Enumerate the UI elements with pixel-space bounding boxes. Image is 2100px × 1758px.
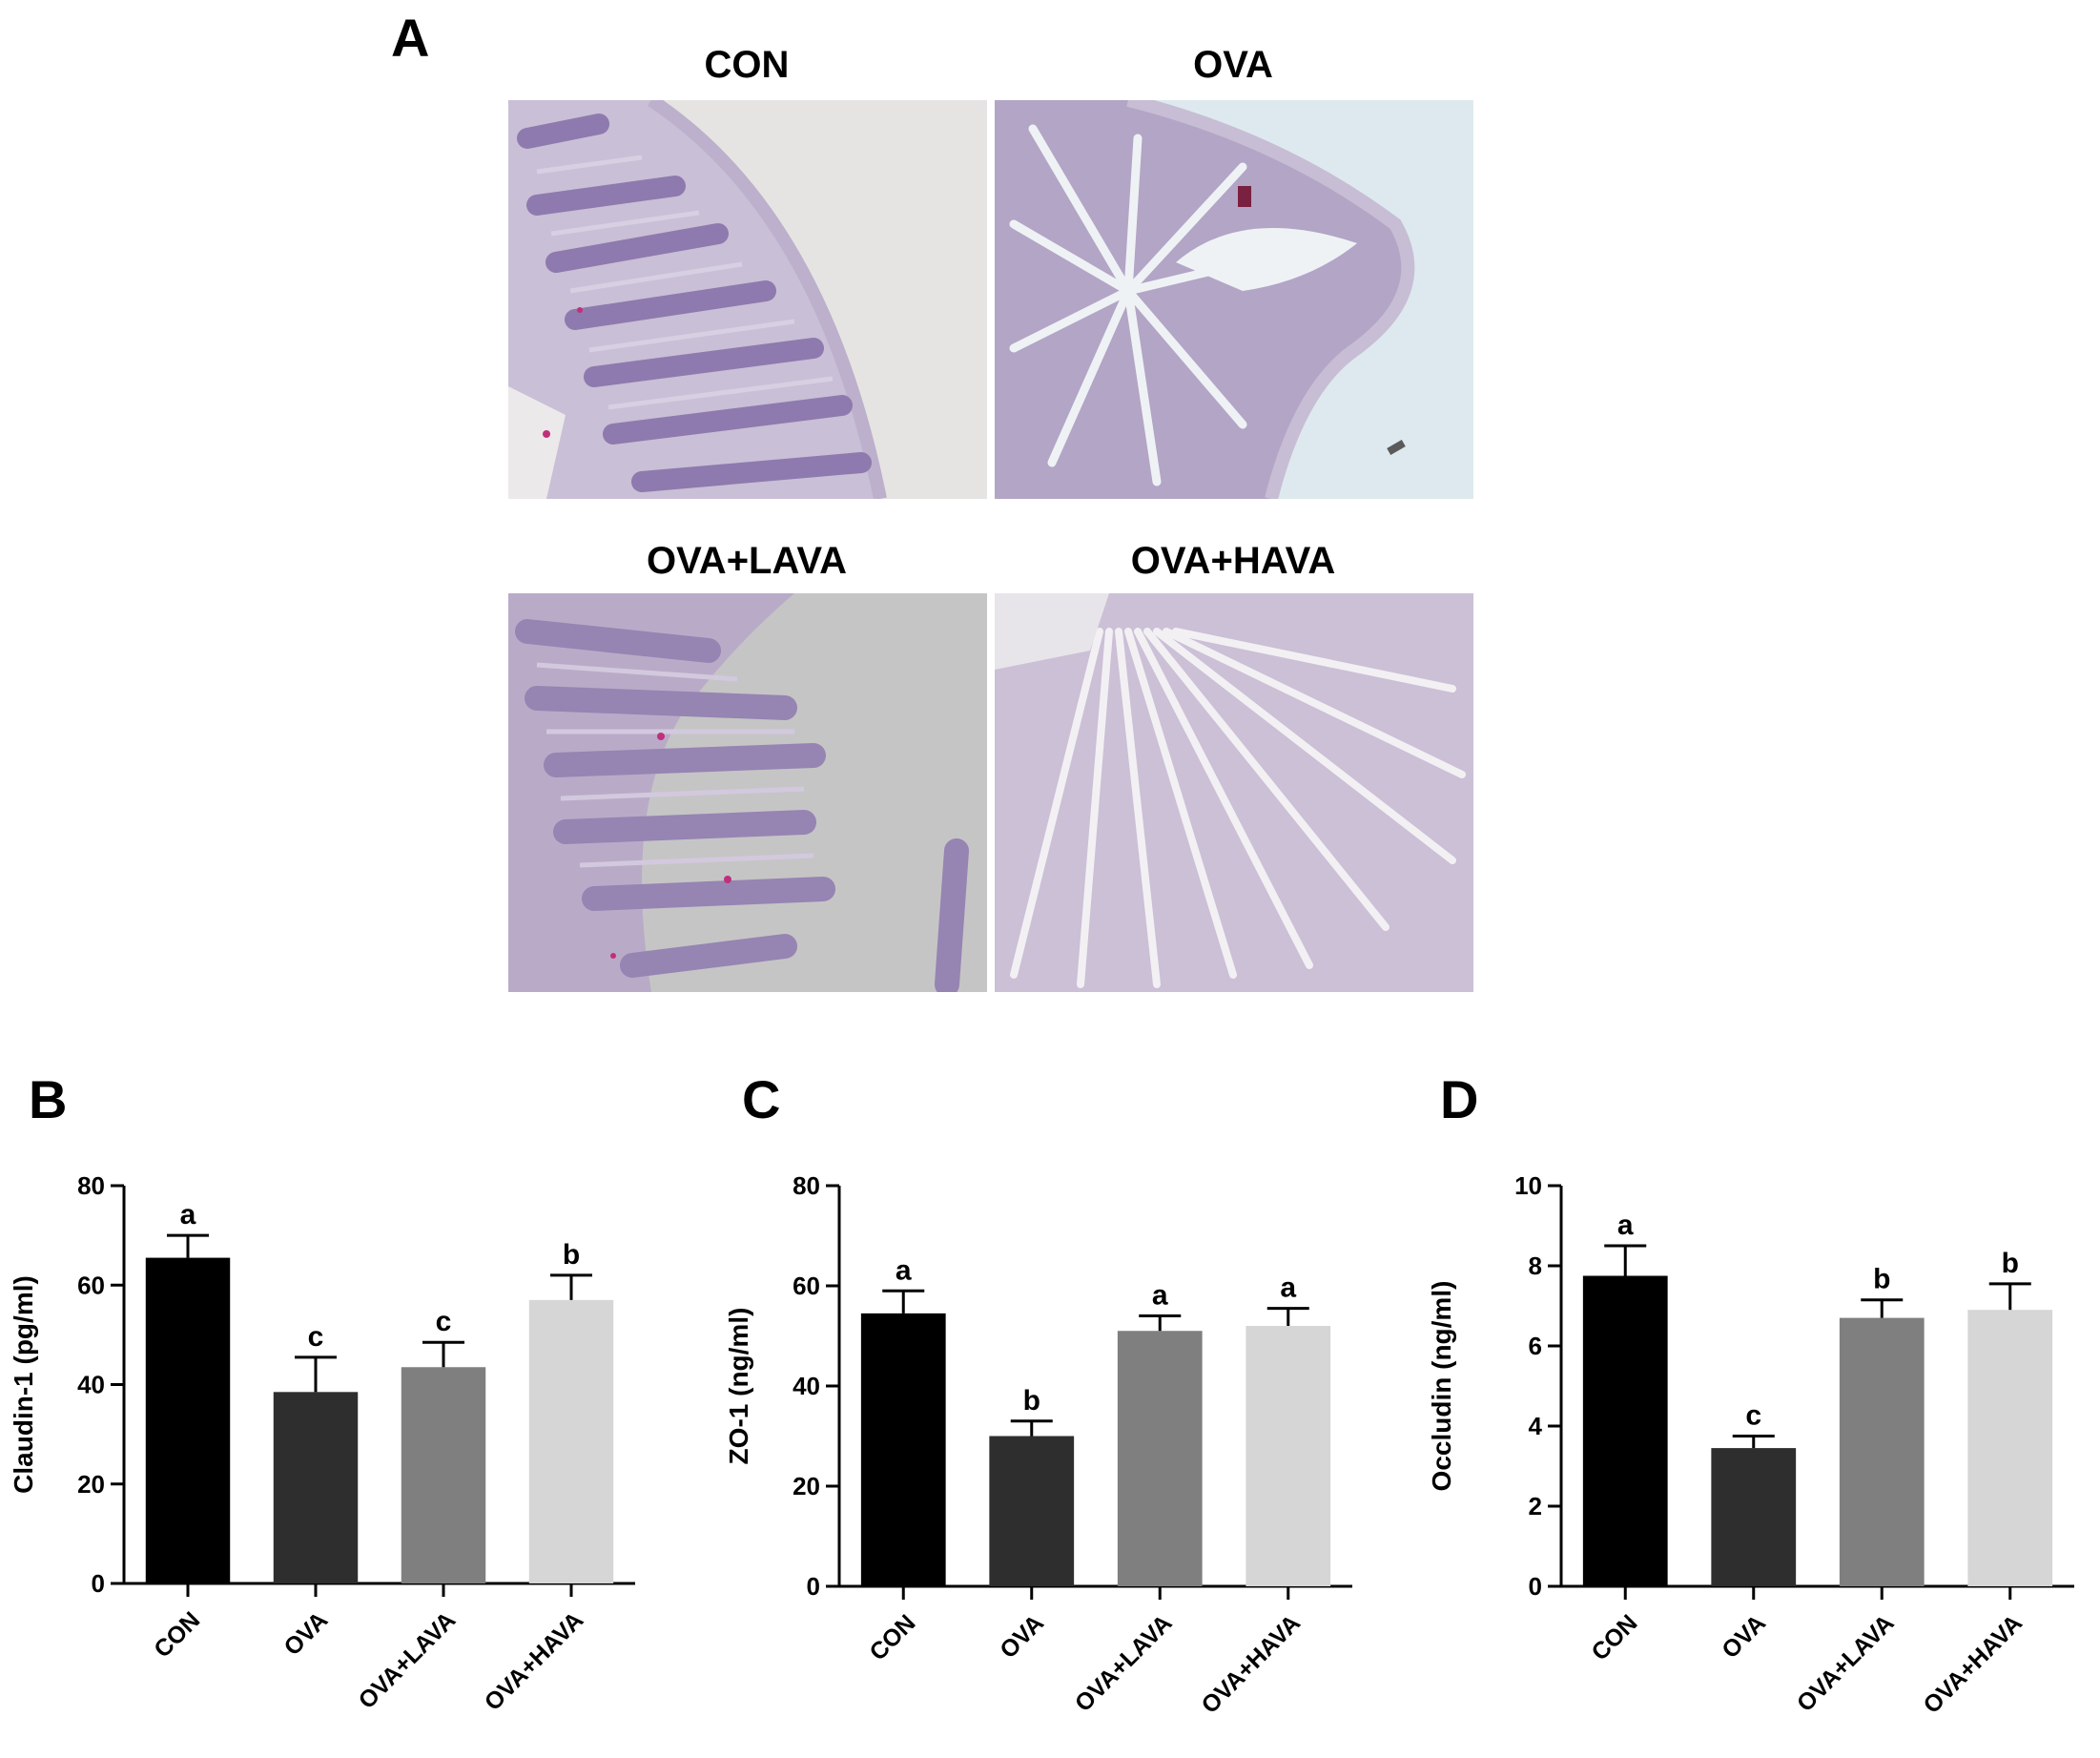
y-tick-label: 6 xyxy=(1529,1332,1542,1360)
y-tick-label: 8 xyxy=(1529,1251,1542,1280)
y-tick-label: 10 xyxy=(1514,1171,1542,1200)
significance-label: b xyxy=(1023,1385,1040,1417)
bar-ova xyxy=(1711,1448,1797,1586)
panel-c-letter: C xyxy=(742,1069,781,1129)
y-axis-label: Claudin-1 (pg/ml) xyxy=(9,1275,38,1494)
significance-label: a xyxy=(1617,1210,1634,1241)
y-tick-label: 20 xyxy=(77,1470,105,1499)
micrograph-title-ova-lava: OVA+LAVA xyxy=(646,540,848,582)
micrograph-ova-lava xyxy=(508,593,987,992)
y-tick-label: 20 xyxy=(793,1472,820,1500)
significance-label: a xyxy=(180,1199,196,1231)
bar-ova-lava xyxy=(1117,1331,1203,1586)
micrograph-con xyxy=(508,100,987,499)
y-tick-label: 80 xyxy=(793,1171,820,1200)
panel-d-letter: D xyxy=(1440,1069,1479,1129)
y-tick-label: 0 xyxy=(92,1569,105,1598)
y-tick-label: 80 xyxy=(77,1171,105,1200)
bar-ova xyxy=(989,1436,1075,1586)
significance-label: a xyxy=(896,1254,912,1286)
x-tick-label: OVA+HAVA xyxy=(1918,1609,2028,1719)
y-axis-label: Occludin (ng/ml) xyxy=(1427,1281,1456,1492)
bar-ova-lava xyxy=(401,1367,486,1583)
significance-label: a xyxy=(1152,1280,1168,1312)
x-tick-label: OVA+LAVA xyxy=(1792,1609,1900,1717)
y-tick-label: 40 xyxy=(77,1371,105,1399)
y-tick-label: 4 xyxy=(1529,1412,1543,1440)
bar-ova-hava xyxy=(1246,1326,1331,1586)
y-tick-label: 40 xyxy=(793,1372,820,1400)
significance-label: a xyxy=(1280,1272,1296,1304)
micrograph-ova-hava xyxy=(995,593,1473,992)
significance-label: b xyxy=(1873,1264,1890,1295)
bar-con xyxy=(1582,1275,1668,1586)
micrograph-title-con: CON xyxy=(704,44,790,86)
y-tick-label: 60 xyxy=(77,1271,105,1299)
panel-a-letter: A xyxy=(391,8,430,68)
bar-con xyxy=(145,1257,231,1583)
y-tick-label: 0 xyxy=(807,1572,820,1601)
micrograph-title-ova: OVA xyxy=(1193,44,1273,86)
x-tick-label: OVA xyxy=(1717,1609,1771,1664)
bar-ova-hava xyxy=(528,1299,614,1583)
significance-label: b xyxy=(563,1239,580,1271)
bar-con xyxy=(860,1313,946,1586)
micrograph-title-ova-hava: OVA+HAVA xyxy=(1130,540,1336,582)
y-tick-label: 0 xyxy=(1529,1572,1542,1601)
y-axis-label: ZO-1 (ng/ml) xyxy=(724,1308,753,1465)
bar-ova-lava xyxy=(1839,1317,1925,1586)
significance-label: b xyxy=(2002,1248,2019,1279)
bar-ova-hava xyxy=(1967,1310,2053,1586)
significance-label: c xyxy=(436,1306,452,1337)
micrograph-ova xyxy=(995,100,1473,499)
y-tick-label: 2 xyxy=(1529,1492,1542,1520)
panel-b-letter: B xyxy=(29,1069,68,1129)
y-tick-label: 60 xyxy=(793,1272,820,1300)
significance-label: c xyxy=(308,1321,324,1353)
x-tick-label: CON xyxy=(1586,1609,1642,1665)
significance-label: c xyxy=(1745,1400,1761,1432)
bar-ova xyxy=(273,1392,359,1583)
